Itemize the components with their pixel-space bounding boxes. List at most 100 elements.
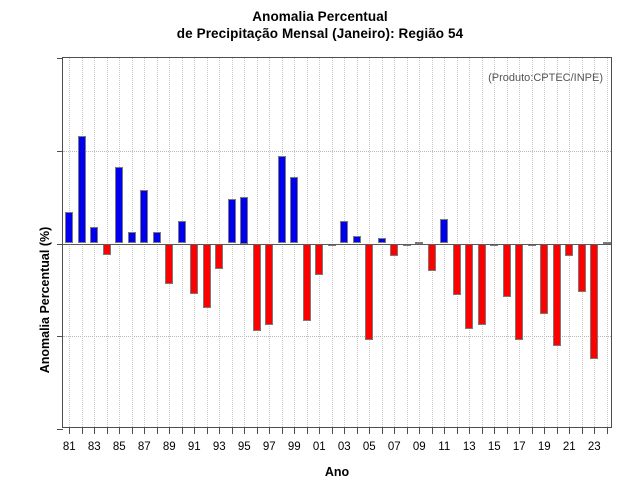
gridline-vertical: [394, 58, 396, 427]
bar-01: [315, 243, 324, 276]
x-tick-label: 89: [162, 441, 176, 453]
bar-86: [127, 232, 136, 244]
gridline-vertical: [256, 58, 258, 427]
x-tick-mark: [381, 427, 383, 434]
x-tick-mark: [206, 427, 208, 434]
gridline-vertical: [369, 58, 371, 427]
gridline-vertical: [169, 58, 171, 427]
gridline-vertical: [106, 58, 108, 427]
x-tick-mark: [419, 427, 421, 434]
x-tick-mark: [294, 427, 296, 434]
x-tick-mark: [394, 427, 396, 434]
x-tick-mark: [81, 427, 83, 434]
bar-81: [65, 211, 74, 244]
bar-97: [265, 243, 274, 326]
x-tick-mark: [169, 427, 171, 434]
x-tick-label: 09: [412, 441, 426, 453]
x-tick-mark: [469, 427, 471, 434]
bar-06: [377, 237, 386, 244]
x-tick-mark: [256, 427, 258, 434]
x-tick-mark: [519, 427, 521, 434]
x-tick-mark: [581, 427, 583, 434]
x-tick-mark: [231, 427, 233, 434]
bar-23: [590, 243, 599, 359]
x-tick-label: 07: [387, 441, 401, 453]
x-axis-label: Ano: [324, 465, 350, 479]
source-annotation: (Produto:CPTEC/INPE): [488, 72, 603, 84]
gridline-vertical: [519, 58, 521, 427]
x-tick-mark: [219, 427, 221, 434]
x-tick-mark: [181, 427, 183, 434]
bar-20: [552, 243, 561, 346]
x-tick-mark: [356, 427, 358, 434]
x-tick-mark: [106, 427, 108, 434]
bar-19: [540, 243, 549, 314]
gridline-vertical: [469, 58, 471, 427]
x-tick-mark: [481, 427, 483, 434]
bar-82: [77, 135, 86, 244]
x-tick-mark: [531, 427, 533, 434]
bar-88: [152, 232, 161, 244]
chart-title: Anomalia Percentual de Precipitação Mens…: [0, 8, 640, 42]
x-tick-label: 81: [62, 441, 76, 453]
bar-94: [227, 198, 236, 244]
gridline-vertical: [219, 58, 221, 427]
x-tick-mark: [594, 427, 596, 434]
gridline-vertical: [481, 58, 483, 427]
x-tick-label: 99: [287, 441, 301, 453]
gridline-vertical: [331, 58, 333, 427]
bar-99: [290, 176, 299, 244]
x-tick-mark: [281, 427, 283, 434]
x-tick-mark: [494, 427, 496, 434]
bar-83: [90, 226, 99, 244]
bar-13: [465, 243, 474, 329]
bar-07: [390, 243, 399, 257]
gridline-vertical: [531, 58, 533, 427]
x-tick-label: 17: [512, 441, 526, 453]
chart-title-line-1: Anomalia Percentual: [252, 9, 388, 24]
plot-area: (Produto:CPTEC/INPE) 050100150200 818385…: [38, 57, 612, 479]
y-tick-mark: [57, 58, 63, 59]
x-tick-mark: [69, 427, 71, 434]
gridline-vertical: [556, 58, 558, 427]
gridline-vertical: [406, 58, 408, 427]
x-tick-mark: [94, 427, 96, 434]
x-tick-label: 01: [312, 441, 326, 453]
x-tick-label: 23: [587, 441, 601, 453]
gridline-horizontal: [63, 336, 611, 338]
gridline-vertical: [506, 58, 508, 427]
x-tick-mark: [131, 427, 133, 434]
gridline-vertical: [206, 58, 208, 427]
x-tick-label: 15: [487, 441, 501, 453]
x-tick-mark: [244, 427, 246, 434]
gridline-vertical: [319, 58, 321, 427]
x-tick-mark: [369, 427, 371, 434]
bar-03: [340, 221, 349, 244]
bar-92: [202, 243, 211, 309]
x-tick-mark: [119, 427, 121, 434]
bar-22: [577, 243, 586, 292]
bar-93: [215, 243, 224, 270]
x-tick-label: 91: [187, 441, 201, 453]
bar-00: [302, 243, 311, 322]
x-tick-mark: [331, 427, 333, 434]
gridline-vertical: [431, 58, 433, 427]
bar-91: [190, 243, 199, 294]
y-tick-mark: [57, 336, 63, 338]
bar-90: [177, 221, 186, 244]
y-tick-mark: [57, 243, 63, 245]
x-tick-label: 85: [112, 441, 126, 453]
bar-98: [277, 156, 286, 244]
gridline-vertical: [269, 58, 271, 427]
x-tick-label: 83: [87, 441, 101, 453]
bar-21: [565, 243, 574, 257]
baseline-100: [63, 243, 611, 245]
x-tick-label: 87: [137, 441, 151, 453]
x-tick-label: 21: [562, 441, 576, 453]
bar-96: [252, 243, 261, 331]
x-tick-mark: [144, 427, 146, 434]
x-tick-mark: [406, 427, 408, 434]
bar-84: [102, 243, 111, 255]
x-tick-mark: [319, 427, 321, 434]
